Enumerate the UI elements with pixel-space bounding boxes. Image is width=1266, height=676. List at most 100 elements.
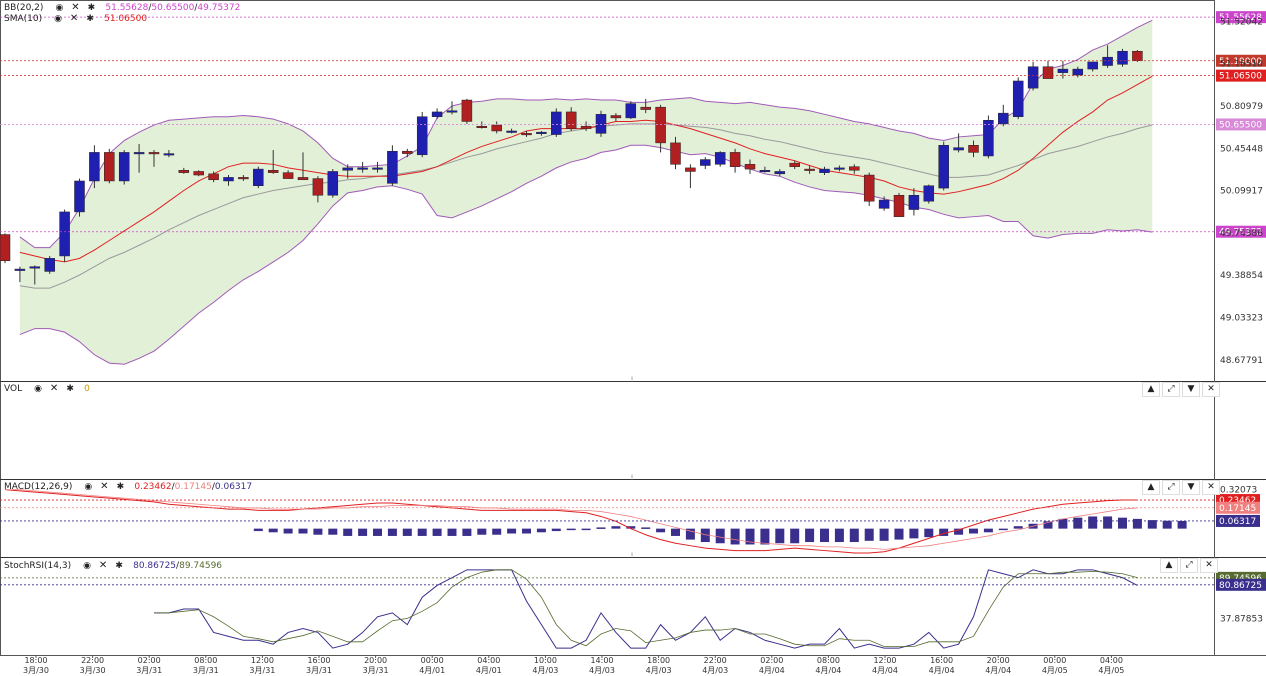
price-axis-tick: 50.45448: [1220, 144, 1263, 154]
time-axis-date: 4月/04: [872, 666, 898, 675]
macd-histogram-bar: [983, 528, 993, 533]
candle-body: [998, 112, 1009, 125]
candle-body: [208, 173, 219, 181]
macd-histogram-bar: [656, 528, 666, 533]
price-axis-tick: 49.38854: [1220, 271, 1263, 281]
time-axis-label: 14:00: [590, 656, 613, 665]
macd-histogram-bar: [536, 528, 546, 533]
bollinger-upper-line: [19, 19, 1153, 249]
candle-body: [1057, 68, 1069, 73]
price-tag-label: 51.19000: [1219, 57, 1262, 67]
candle-body: [387, 150, 398, 184]
move-up-icon[interactable]: ▲: [1142, 382, 1160, 397]
price-tag-label: 51.55628: [1219, 13, 1262, 23]
macd-histogram-bar: [566, 528, 576, 531]
close-icon[interactable]: ✕: [98, 560, 108, 571]
time-axis-date: 4月/04: [985, 666, 1011, 675]
macd-histogram-bar: [641, 527, 651, 529]
expand-icon[interactable]: ⤢: [1162, 382, 1180, 397]
move-up-icon[interactable]: ▲: [1160, 558, 1178, 573]
price-tag-label: 50.65500: [1219, 120, 1262, 130]
candle-body: [446, 110, 458, 113]
close-icon[interactable]: ✕: [1202, 480, 1220, 495]
candle-body: [431, 111, 443, 117]
close-icon[interactable]: ✕: [1202, 382, 1220, 397]
price-tag: [1216, 69, 1266, 82]
close-icon[interactable]: ✕: [100, 481, 109, 492]
macd-histogram-bar: [551, 528, 561, 532]
macd-histogram-bar: [1118, 517, 1127, 529]
price-axis-tick: 50.09917: [1220, 187, 1263, 197]
macd-value: 0.23462: [134, 482, 172, 492]
macd-histogram-bar: [462, 528, 472, 536]
macd-histogram-bar: [834, 528, 844, 543]
eye-icon[interactable]: ◉: [84, 482, 93, 492]
candle-body: [1087, 61, 1098, 70]
candle-body: [59, 211, 70, 257]
candle-body: [1117, 50, 1128, 65]
candle-body: [878, 199, 890, 209]
gear-icon[interactable]: ✱: [87, 3, 96, 13]
bollinger-lower-line: [19, 144, 1153, 365]
candle-body: [476, 125, 488, 128]
move-down-icon[interactable]: ▼: [1182, 480, 1200, 495]
macd-histogram-bar: [1162, 520, 1172, 529]
time-axis-date: 3月/31: [136, 666, 162, 675]
pane-resize-handle[interactable]: ⁞: [630, 551, 634, 560]
move-up-icon[interactable]: ▲: [1142, 480, 1160, 495]
candle-body: [953, 147, 964, 151]
candle-body: [744, 164, 756, 170]
eye-icon[interactable]: ◉: [54, 14, 63, 24]
time-axis-label: 02:00: [760, 656, 783, 665]
candle-body: [983, 120, 994, 157]
expand-icon[interactable]: ⤢: [1162, 480, 1180, 495]
price-tag: [1216, 225, 1266, 238]
macd-histogram-bar: [700, 528, 710, 543]
stochrsi-tag-label: 80.86725: [1219, 581, 1262, 591]
eye-icon[interactable]: ◉: [55, 3, 64, 13]
macd-histogram-bar: [715, 528, 725, 544]
bb-indicator-values: 51.55628/50.65500/49.75372: [105, 3, 241, 13]
candle-body: [685, 167, 696, 172]
time-axis-date: 3月/31: [363, 666, 389, 675]
stochrsi-values: 80.86725/89.74596: [133, 561, 223, 571]
gear-icon[interactable]: ✱: [86, 14, 94, 24]
close-icon[interactable]: ✕: [69, 13, 79, 24]
candle-body: [580, 125, 592, 129]
candle-body: [297, 177, 309, 181]
gear-icon[interactable]: ✱: [115, 561, 123, 571]
macd-values: 0.23462/0.17145/0.06317: [134, 482, 253, 492]
macd-tag-label: 0.17145: [1219, 504, 1256, 514]
candle-body: [461, 99, 473, 122]
macd-histogram-bar: [358, 528, 368, 536]
pane-resize-handle[interactable]: ⁞: [630, 375, 634, 384]
close-icon[interactable]: ✕: [71, 2, 80, 13]
macd-histogram-bar: [909, 528, 919, 539]
macd-hist-value: 0.06317: [214, 482, 253, 492]
move-down-icon[interactable]: ▼: [1182, 382, 1200, 397]
macd-axis-tick: 0.32073: [1220, 486, 1257, 496]
close-icon[interactable]: ✕: [49, 383, 59, 394]
candle-body: [700, 159, 711, 166]
time-axis-label: 16:00: [307, 656, 330, 665]
candle-body: [14, 268, 26, 271]
macd-histogram-bar: [820, 528, 829, 543]
pane-resize-handle[interactable]: ⁞: [630, 473, 634, 482]
macd-histogram-bar: [745, 528, 755, 545]
close-icon[interactable]: ✕: [1200, 558, 1218, 573]
price-axis-tick: 49.03323: [1220, 313, 1263, 323]
expand-icon[interactable]: ⤢: [1180, 558, 1198, 573]
vol-indicator-name: VOL: [4, 384, 23, 394]
time-axis-label: 02:00: [138, 656, 161, 665]
candle-body: [357, 167, 368, 170]
time-axis-label: 18:00: [24, 656, 47, 665]
candle-body: [253, 168, 264, 186]
eye-icon[interactable]: ◉: [34, 384, 43, 394]
eye-icon[interactable]: ◉: [83, 561, 92, 571]
candle-body: [133, 152, 145, 155]
macd-histogram-bar: [730, 528, 740, 545]
macd-histogram-bar: [894, 528, 904, 540]
gear-icon[interactable]: ✱: [116, 482, 125, 492]
gear-icon[interactable]: ✱: [66, 384, 74, 394]
